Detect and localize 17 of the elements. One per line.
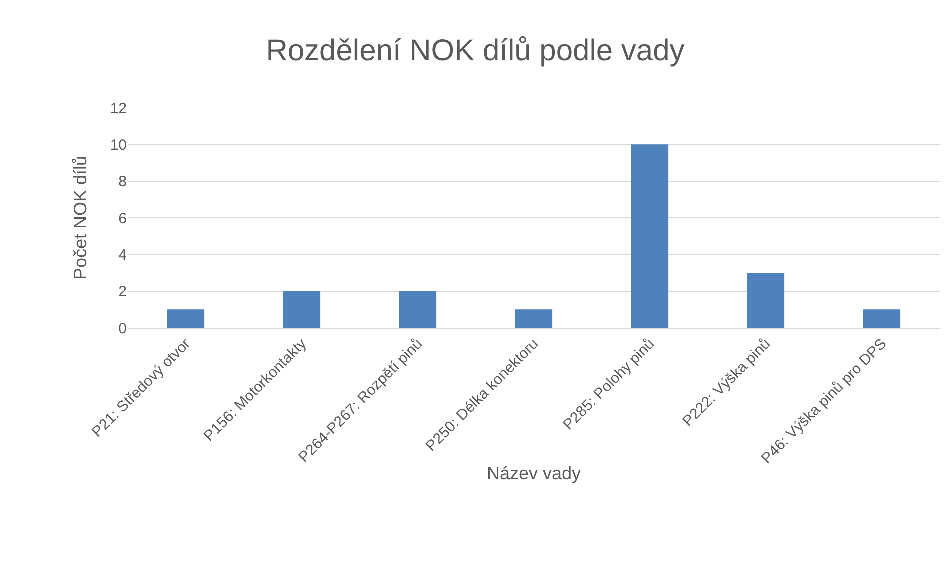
bar — [747, 273, 785, 328]
y-tick-label: 10 — [110, 136, 127, 154]
bar — [167, 310, 205, 328]
y-tick-label: 4 — [118, 246, 127, 264]
y-tick-label: 6 — [118, 210, 127, 228]
bar — [863, 310, 901, 328]
y-tick-label: 8 — [118, 174, 127, 191]
y-tick-label: 12 — [110, 100, 127, 118]
chart-title: Rozdělení NOK dílů podle vady — [266, 34, 685, 68]
bar — [399, 291, 437, 328]
bar — [515, 310, 553, 328]
y-tick-label: 0 — [118, 320, 127, 338]
y-tick-label: 2 — [118, 284, 127, 301]
x-axis-title: Název vady — [486, 463, 582, 484]
y-axis-title: Počet NOK dílů — [70, 156, 91, 280]
bar — [631, 144, 669, 328]
bar — [283, 291, 321, 328]
